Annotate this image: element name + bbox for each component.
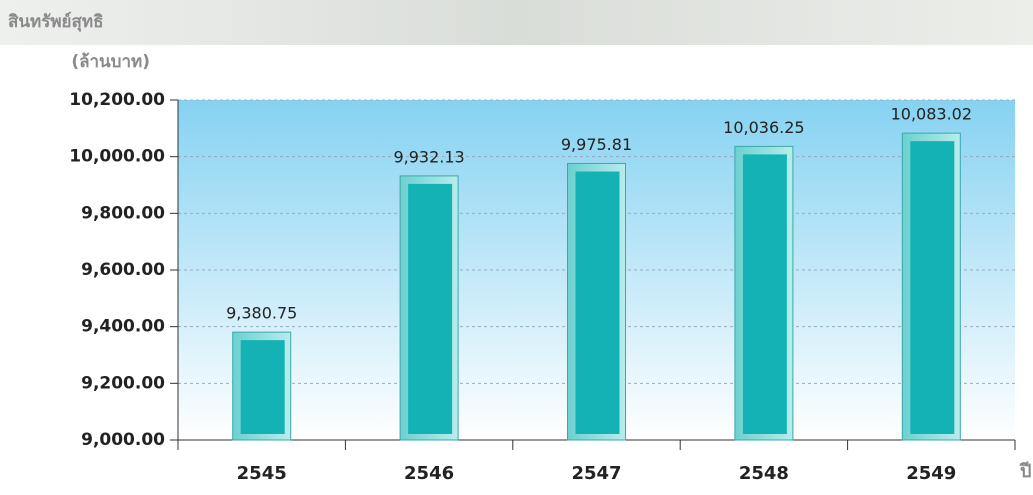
header-decoration <box>0 0 1033 45</box>
x-tick-label: 2545 <box>237 463 287 484</box>
bar-inner <box>743 154 787 434</box>
bar-inner <box>241 340 285 434</box>
y-tick-label: 9,600.00 <box>81 260 165 280</box>
x-tick-label: 2546 <box>404 463 454 484</box>
value-label: 9,975.81 <box>561 135 632 154</box>
y-tick-label: 9,800.00 <box>81 203 165 223</box>
y-tick-label: 10,000.00 <box>69 147 165 167</box>
value-label: 9,380.75 <box>226 304 297 323</box>
page: สินทรัพย์สุทธิ (ล้านบาท) ปี 9,000.00 9,20… <box>0 0 1033 491</box>
x-tick-label: 2548 <box>739 463 789 484</box>
y-tick-label: 9,400.00 <box>81 317 165 337</box>
chart: สินทรัพย์สุทธิ (ล้านบาท) ปี 9,000.00 9,20… <box>0 0 1033 491</box>
y-tick-label: 9,200.00 <box>81 373 165 393</box>
bar-inner <box>408 184 452 434</box>
y-tick-label: 10,200.00 <box>69 90 165 110</box>
bar-inner <box>576 172 620 434</box>
value-label: 9,932.13 <box>393 147 464 166</box>
x-tick-label: 2549 <box>906 463 956 484</box>
bar-inner <box>910 141 954 434</box>
value-label: 10,083.02 <box>891 105 972 124</box>
value-label: 10,036.25 <box>723 118 804 137</box>
y-title: สินทรัพย์สุทธิ <box>8 11 103 32</box>
y-tick-label: 9,000.00 <box>81 430 165 450</box>
x-title: ปี <box>1019 461 1032 482</box>
x-tick-label: 2547 <box>571 463 621 484</box>
y-title: (ล้านบาท) <box>71 52 150 72</box>
